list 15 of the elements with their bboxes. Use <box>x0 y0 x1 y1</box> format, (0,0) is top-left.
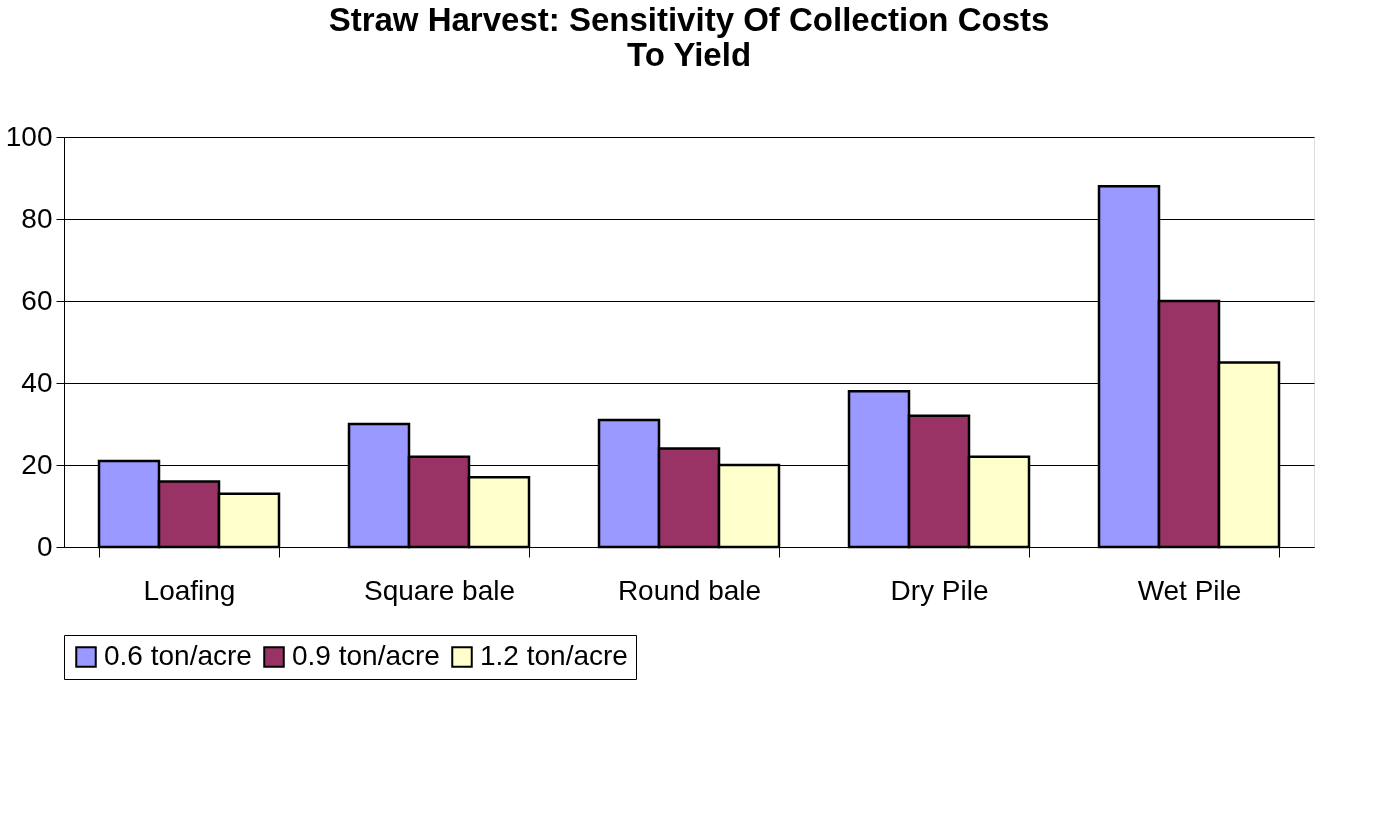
chart-title: Straw Harvest: Sensitivity Of Collection Costs To Yield <box>328 1 1050 73</box>
legend-label: 1.2 ton/acre <box>480 640 628 671</box>
x-tick-label: Loafing <box>143 574 236 606</box>
y-tick-label: 20 <box>21 448 53 480</box>
x-tick-label: Square bale <box>363 574 516 606</box>
legend-label: 0.9 ton/acre <box>292 640 440 671</box>
legend-label: 0.6 ton/acre <box>104 640 252 671</box>
x-tick-label: Dry Pile <box>890 574 989 606</box>
x-tick-label: Round bale <box>617 574 762 606</box>
y-tick-label: 0 <box>36 530 53 562</box>
y-tick-label: 60 <box>21 284 53 316</box>
x-tick-label: Wet Pile <box>1137 574 1242 606</box>
y-tick-label: 80 <box>21 202 53 234</box>
y-tick-label: 40 <box>21 366 53 398</box>
y-tick-label: 100 <box>5 120 53 152</box>
